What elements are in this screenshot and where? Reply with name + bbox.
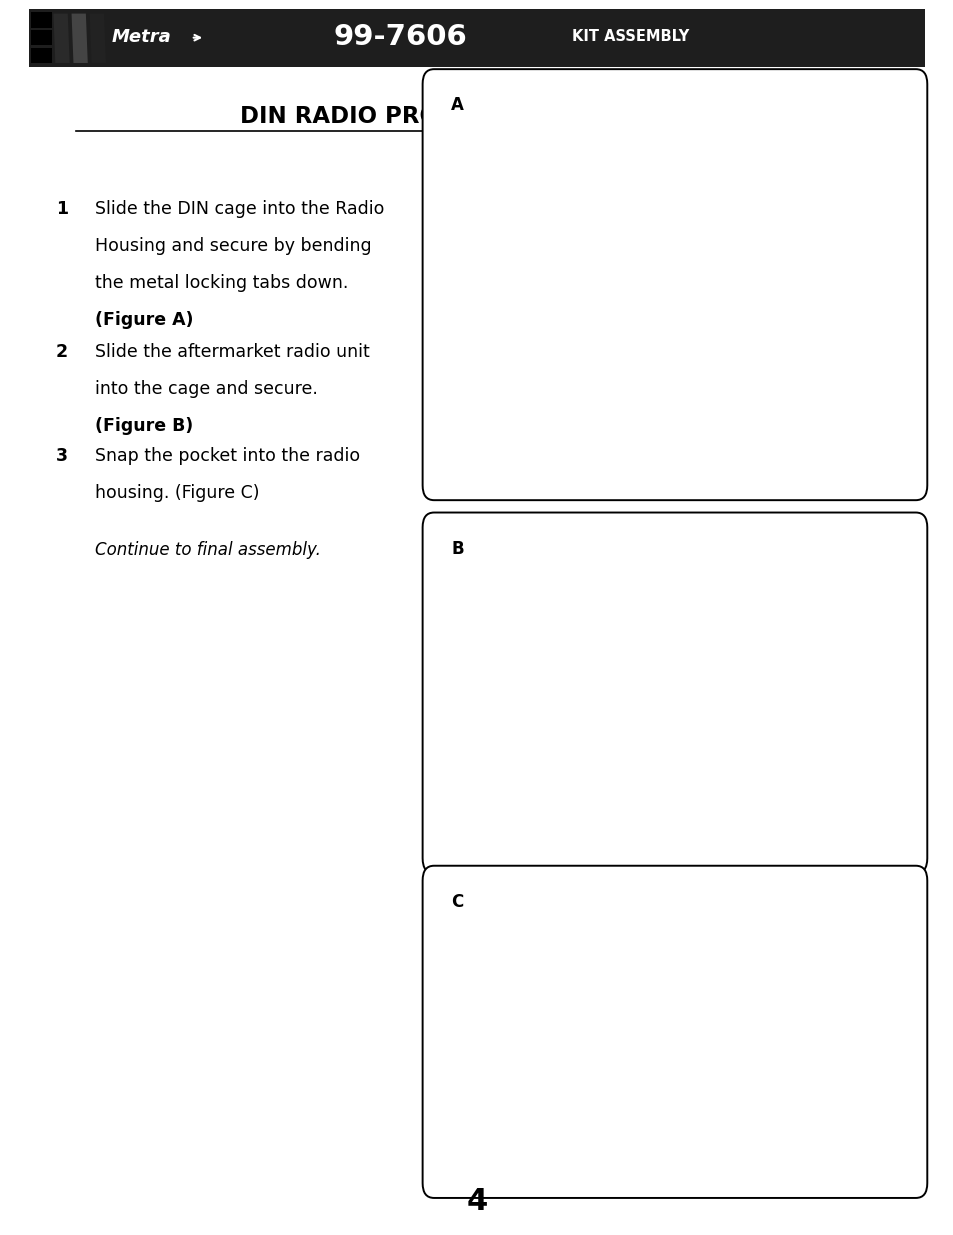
Text: B: B	[451, 540, 463, 558]
Polygon shape	[53, 14, 70, 63]
Text: Metra: Metra	[112, 27, 171, 46]
Text: 4: 4	[466, 1188, 487, 1216]
FancyBboxPatch shape	[29, 9, 924, 67]
Text: KIT ASSEMBLY: KIT ASSEMBLY	[572, 28, 689, 44]
FancyBboxPatch shape	[422, 513, 926, 873]
FancyBboxPatch shape	[31, 48, 52, 63]
Text: 99-7606: 99-7606	[334, 22, 467, 51]
Text: 2: 2	[56, 343, 68, 362]
Text: Slide the aftermarket radio unit: Slide the aftermarket radio unit	[95, 343, 370, 362]
Text: Slide the DIN cage into the Radio: Slide the DIN cage into the Radio	[95, 200, 384, 219]
Polygon shape	[90, 14, 106, 63]
FancyBboxPatch shape	[31, 12, 52, 27]
Text: 1: 1	[56, 200, 68, 219]
Text: into the cage and secure.: into the cage and secure.	[95, 380, 318, 399]
Text: Snap the pocket into the radio: Snap the pocket into the radio	[95, 447, 360, 466]
Text: housing. (Figure C): housing. (Figure C)	[95, 484, 259, 503]
Polygon shape	[71, 14, 88, 63]
Text: the metal locking tabs down.: the metal locking tabs down.	[95, 274, 349, 293]
Text: (Figure A): (Figure A)	[95, 311, 193, 330]
Text: (Figure B): (Figure B)	[95, 417, 193, 436]
Text: Continue to final assembly.: Continue to final assembly.	[95, 541, 321, 559]
Text: A: A	[451, 96, 463, 115]
FancyBboxPatch shape	[31, 30, 52, 46]
Text: DIN RADIO PROVISION WITH POCKET: DIN RADIO PROVISION WITH POCKET	[239, 105, 714, 127]
FancyBboxPatch shape	[422, 866, 926, 1198]
Text: Housing and secure by bending: Housing and secure by bending	[95, 237, 372, 256]
FancyBboxPatch shape	[422, 69, 926, 500]
Text: C: C	[451, 893, 463, 911]
Text: 3: 3	[56, 447, 68, 466]
